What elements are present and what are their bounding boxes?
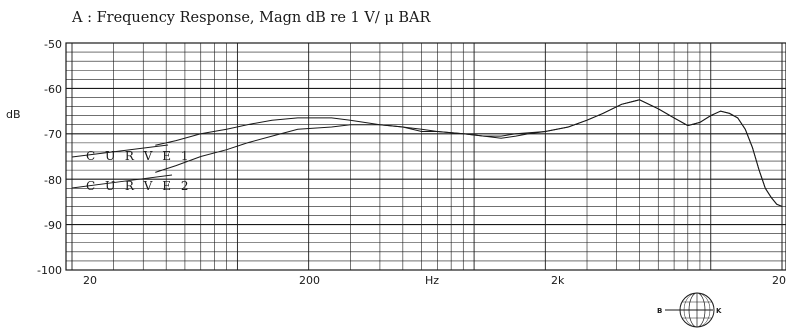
x-tick-label: 2k bbox=[551, 274, 565, 287]
plot-grid bbox=[65, 42, 786, 271]
y-axis-label: dB bbox=[6, 108, 21, 121]
series-line-curve2 bbox=[155, 99, 783, 207]
curve2-label: C U R V E 2 bbox=[86, 179, 191, 193]
x-tick-labels: 20 200 Hz 2k 20 bbox=[83, 274, 786, 287]
curve1-label: C U R V E 1 bbox=[86, 149, 191, 163]
x-tick-label: 200 bbox=[299, 274, 320, 287]
y-tick-labels: -50 -60 -70 -80 -90 -100 bbox=[37, 38, 62, 277]
y-tick-label: -50 bbox=[44, 38, 62, 51]
y-tick-label: -100 bbox=[37, 264, 62, 277]
curve1-leader bbox=[71, 144, 169, 158]
curve2-leader bbox=[71, 174, 173, 189]
y-tick-label: -80 bbox=[44, 174, 62, 187]
curves-group bbox=[155, 99, 783, 207]
logo-letter-k: K bbox=[716, 307, 722, 315]
y-tick-label: -60 bbox=[44, 83, 62, 96]
chart-title: A : Frequency Response, Magn dB re 1 V/ … bbox=[71, 10, 431, 26]
x-tick-label: 20 bbox=[772, 274, 786, 287]
logo-letter-b: B bbox=[657, 307, 662, 315]
x-axis-label: Hz bbox=[425, 274, 439, 287]
y-tick-label: -70 bbox=[44, 128, 62, 141]
plot-frame bbox=[65, 42, 786, 271]
x-tick-label: 20 bbox=[83, 274, 97, 287]
y-tick-label: -90 bbox=[44, 219, 62, 232]
bk-logo: B K bbox=[657, 292, 722, 328]
